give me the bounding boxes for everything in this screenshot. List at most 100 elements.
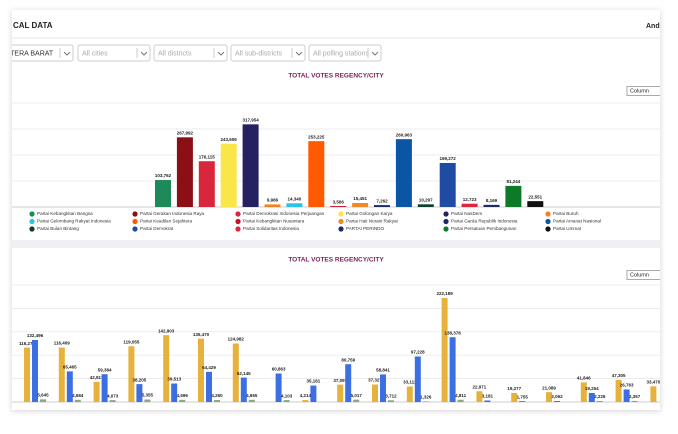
legend-label[interactable]: Partai Keadilan Sejahtera [140, 219, 193, 224]
bar [171, 383, 178, 402]
value-label: 8,169 [486, 198, 498, 203]
legend-label[interactable]: Partai Solidaritas Indonesia [243, 226, 299, 231]
chart-type-dropdown[interactable] [626, 86, 667, 96]
content: CAL DATA Andi ATERA BARAT All cities All d… [2, 21, 667, 403]
bar [650, 386, 657, 402]
value-label: 132,496 [27, 333, 44, 338]
legend-label[interactable]: Partai Demokrat [140, 226, 174, 231]
legend-swatch[interactable] [132, 226, 138, 232]
chart-type-label: Column [630, 272, 649, 278]
legend-swatch[interactable] [29, 226, 35, 232]
bar [511, 392, 518, 402]
legend-label[interactable]: Partai Garda Republik Indonesia [451, 219, 518, 224]
legend-swatch[interactable] [338, 211, 344, 217]
bar [275, 373, 282, 402]
filter-label: All cities [82, 50, 108, 57]
value-label: 4,103 [281, 393, 293, 398]
value-label: 12,723 [463, 197, 477, 202]
value-label: 65,465 [63, 365, 77, 370]
value-label: 21,089 [542, 385, 556, 390]
legend-label[interactable]: Partai Persatuan Pembangunan [451, 226, 517, 231]
bar [93, 381, 100, 402]
legend-swatch[interactable] [235, 218, 241, 225]
legend-swatch[interactable] [443, 226, 449, 232]
page-title: CAL DATA [13, 21, 53, 30]
bar [345, 364, 352, 402]
legend-swatch[interactable] [132, 218, 138, 225]
filter-label: All districts [158, 50, 192, 57]
legend-swatch[interactable] [545, 218, 551, 225]
legend-swatch[interactable] [235, 226, 241, 232]
chevron [371, 51, 379, 56]
bar [74, 399, 81, 402]
chart-type-dropdown[interactable] [626, 270, 667, 280]
legend-label[interactable]: Partai Kebangkitan Nusantara [243, 219, 305, 224]
chevron [63, 51, 71, 56]
bar [395, 139, 412, 207]
legend-label[interactable]: PARTAI PERINDO [346, 226, 384, 231]
legend-label[interactable]: Partai NasDem [451, 211, 482, 216]
legend-label[interactable]: Partai Gelombang Rakyat Indonesia [37, 219, 111, 224]
bar [352, 202, 369, 207]
legend-swatch[interactable] [29, 211, 35, 217]
bar [505, 185, 522, 207]
legend-label[interactable]: Partai Amanat Nasional [553, 219, 601, 224]
value-label: 2,357 [629, 394, 641, 399]
filter-dropdown[interactable] [77, 44, 151, 62]
legend-swatch[interactable] [545, 211, 551, 217]
bar [310, 385, 317, 402]
value-label: 4,214 [300, 393, 312, 398]
value-label: 60,863 [272, 367, 286, 372]
legend-label[interactable]: Partai Hati Nurani Rakyat [346, 219, 399, 224]
legend-swatch[interactable] [443, 211, 449, 217]
bar [546, 392, 552, 402]
legend-label[interactable]: Partai Golongan Karya [346, 211, 393, 216]
legend-swatch[interactable] [545, 226, 551, 232]
bar [554, 401, 560, 402]
value-label: 37,097 [333, 378, 347, 383]
bar [414, 356, 421, 402]
bar [248, 399, 255, 402]
bar [206, 371, 212, 402]
filter-dropdown[interactable] [230, 44, 306, 62]
value-label: 4,811 [455, 393, 467, 398]
bar [449, 337, 456, 402]
legend-swatch[interactable] [235, 211, 241, 217]
legend-swatch[interactable] [443, 218, 449, 225]
value-label: 38,205 [133, 377, 147, 382]
legend-swatch[interactable] [338, 218, 344, 225]
bar [461, 203, 478, 207]
bar [580, 382, 587, 402]
value-label: 5,355 [142, 393, 154, 398]
legend-label[interactable]: Partai Demokrasi Indonesia Perjuangan [243, 211, 325, 216]
value-label: 1,326 [420, 395, 432, 400]
value-label: 267,992 [177, 131, 194, 136]
value-label: 39,513 [167, 377, 181, 382]
chart-type-label: Column [630, 88, 649, 94]
legend-label[interactable]: Partai Ummat [553, 226, 582, 231]
value-label: 14,340 [288, 196, 302, 201]
legend-label[interactable]: Partai Bulan Bintang [37, 226, 79, 231]
value-label: 97,228 [411, 350, 425, 355]
filter-dropdown[interactable] [2, 44, 74, 62]
filter-dropdown[interactable] [308, 44, 382, 62]
legend-swatch[interactable] [132, 211, 138, 217]
legend-swatch[interactable] [29, 218, 35, 225]
legend-label[interactable]: Partai Gerakan Indonesia Raya [140, 211, 205, 216]
value-label: 135,470 [193, 332, 210, 337]
bar [283, 400, 290, 402]
bar [519, 401, 526, 402]
value-label: 260,963 [396, 132, 413, 137]
filter-dropdown[interactable] [153, 44, 228, 62]
value-label: 169,272 [440, 156, 457, 161]
bar [58, 347, 65, 402]
bar [588, 392, 595, 402]
value-label: 142,903 [158, 328, 175, 333]
legend-label[interactable]: Partai Kebangkitan Bangsa [37, 211, 93, 216]
chevron [217, 51, 225, 56]
bar [330, 206, 347, 207]
legend-swatch[interactable] [338, 226, 344, 232]
legend-label[interactable]: Partai Buruh [553, 211, 579, 216]
value-label: 3,181 [482, 394, 494, 399]
